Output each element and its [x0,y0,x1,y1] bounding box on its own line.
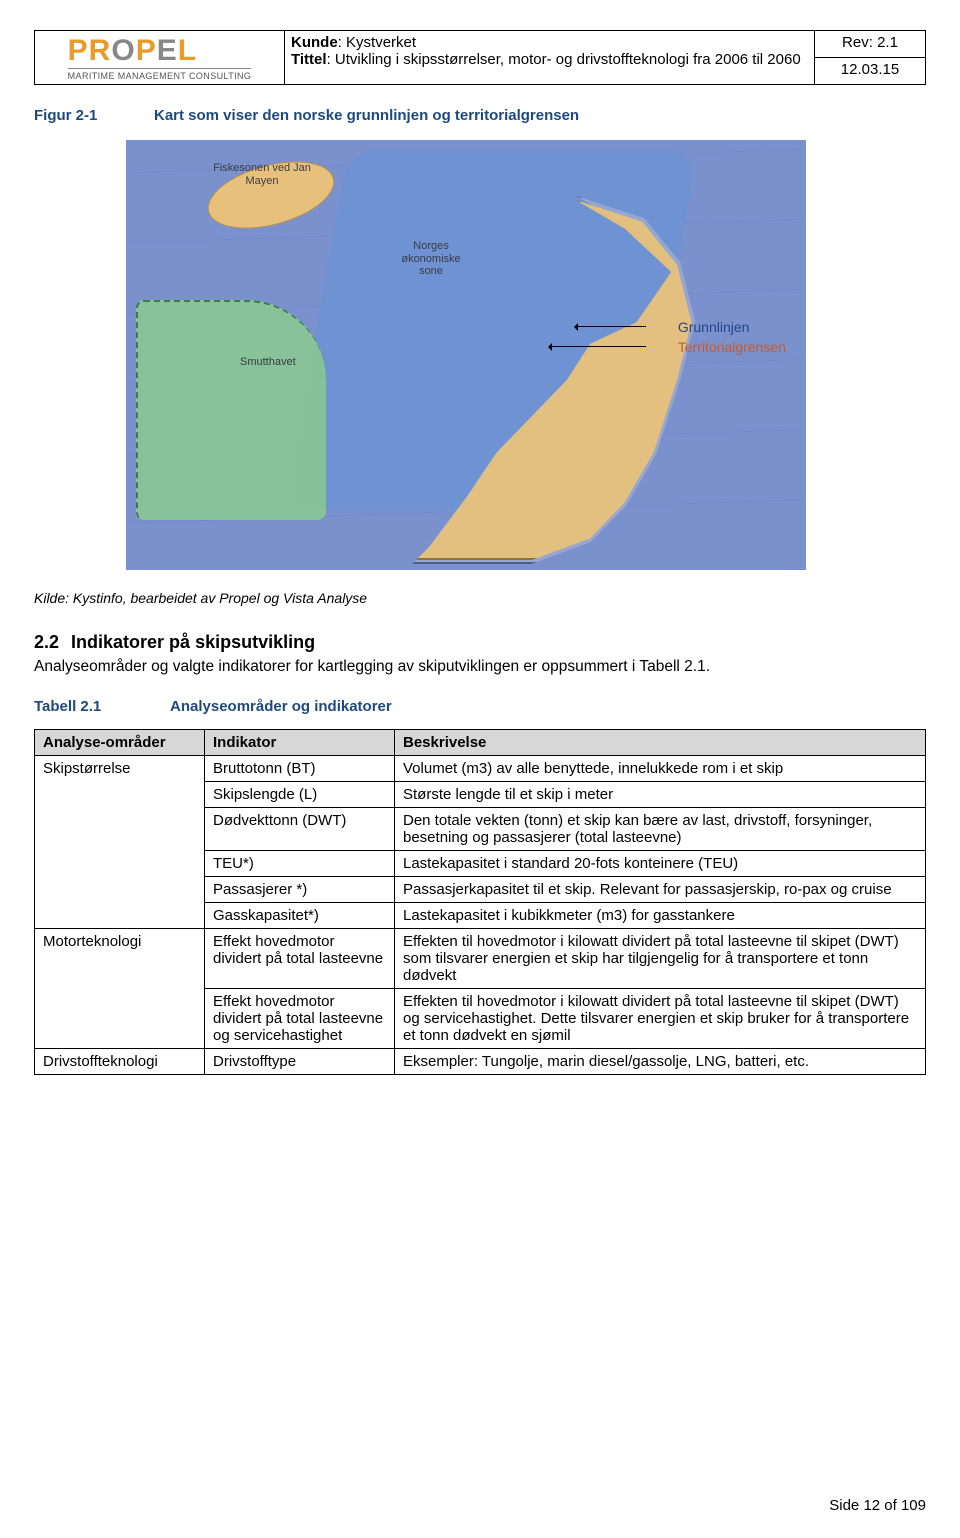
tittel-value: Utvikling i skipsstørrelser, motor- og d… [335,51,801,68]
rev-cell: Rev: 2.1 [815,31,925,58]
header-title-cell: Kunde: Kystverket Tittel: Utvikling i sk… [285,31,815,84]
cell-beskrivelse: Lastekapasitet i standard 20-fots kontei… [395,850,926,876]
cell-indikator: Passasjerer *) [205,876,395,902]
figure-caption: Figur 2-1 Kart som viser den norske grun… [34,107,926,124]
document-header: PROPEL MARITIME MANAGEMENT CONSULTING Ku… [34,30,926,85]
cell-area: Drivstoffteknologi [35,1048,205,1074]
map-label-fiskesonen: Fiskesonen ved Jan Mayen [212,162,312,187]
table-row: MotorteknologiEffekt hovedmotor dividert… [35,928,926,988]
map-label-okonomisk: Norges økonomiske sone [390,240,472,278]
cell-indikator: Effekt hovedmotor dividert på total last… [205,988,395,1048]
arrow-grunnlinjen [576,326,646,327]
kunde-label: Kunde [291,34,338,51]
figure-label: Figur 2-1 [34,107,122,124]
cell-beskrivelse: Effekten til hovedmotor i kilowatt divid… [395,928,926,988]
cell-area: Motorteknologi [35,928,205,1048]
figure-title: Kart som viser den norske grunnlinjen og… [154,107,579,124]
section-paragraph: Analyseområder og valgte indikatorer for… [34,657,926,678]
date-cell: 12.03.15 [815,58,925,84]
cell-beskrivelse: Største lengde til et skip i meter [395,781,926,807]
map-legend: Grunnlinjen Territorialgrensen [678,318,786,357]
cell-beskrivelse: Effekten til hovedmotor i kilowatt divid… [395,988,926,1048]
table-row: SkipstørrelseBruttotonn (BT)Volumet (m3)… [35,755,926,781]
table-row: DrivstoffteknologiDrivstofftypeEksempler… [35,1048,926,1074]
figure-map: Fiskesonen ved Jan Mayen Norges økonomis… [126,140,806,570]
table-title: Analyseområder og indikatorer [170,698,392,715]
arrow-territorial [550,346,646,347]
cell-indikator: Gasskapasitet*) [205,902,395,928]
kunde-value: Kystverket [346,34,416,51]
section-title: Indikatorer på skipsutvikling [71,632,315,652]
table-caption: Tabell 2.1 Analyseområder og indikatorer [34,698,926,715]
analysis-table: Analyse-områder Indikator Beskrivelse Sk… [34,729,926,1075]
cell-area: Skipstørrelse [35,755,205,928]
cell-beskrivelse: Lastekapasitet i kubikkmeter (m3) for ga… [395,902,926,928]
table-header-row: Analyse-områder Indikator Beskrivelse [35,729,926,755]
th-area: Analyse-områder [35,729,205,755]
figure-source: Kilde: Kystinfo, bearbeidet av Propel og… [34,590,926,606]
table-label: Tabell 2.1 [34,698,122,715]
logo-cell: PROPEL MARITIME MANAGEMENT CONSULTING [35,31,285,84]
page-footer: Side 12 of 109 [829,1497,926,1514]
cell-indikator: TEU*) [205,850,395,876]
logo-text: PROPEL [68,34,252,68]
legend-grunnlinjen: Grunnlinjen [678,318,786,338]
cell-indikator: Bruttotonn (BT) [205,755,395,781]
map-label-smutthavet: Smutthavet [240,356,296,369]
tittel-label: Tittel [291,51,327,68]
cell-beskrivelse: Volumet (m3) av alle benyttede, innelukk… [395,755,926,781]
cell-indikator: Drivstofftype [205,1048,395,1074]
cell-beskrivelse: Passasjerkapasitet til et skip. Relevant… [395,876,926,902]
cell-indikator: Skipslengde (L) [205,781,395,807]
cell-beskrivelse: Den totale vekten (tonn) et skip kan bær… [395,807,926,850]
logo-subtext: MARITIME MANAGEMENT CONSULTING [68,68,252,81]
section-num: 2.2 [34,632,59,652]
section-heading: 2.2 Indikatorer på skipsutvikling [34,632,926,653]
cell-indikator: Dødvekttonn (DWT) [205,807,395,850]
legend-territorial: Territorialgrensen [678,338,786,358]
cell-beskrivelse: Eksempler: Tungolje, marin diesel/gassol… [395,1048,926,1074]
th-beskrivelse: Beskrivelse [395,729,926,755]
cell-indikator: Effekt hovedmotor dividert på total last… [205,928,395,988]
th-indikator: Indikator [205,729,395,755]
